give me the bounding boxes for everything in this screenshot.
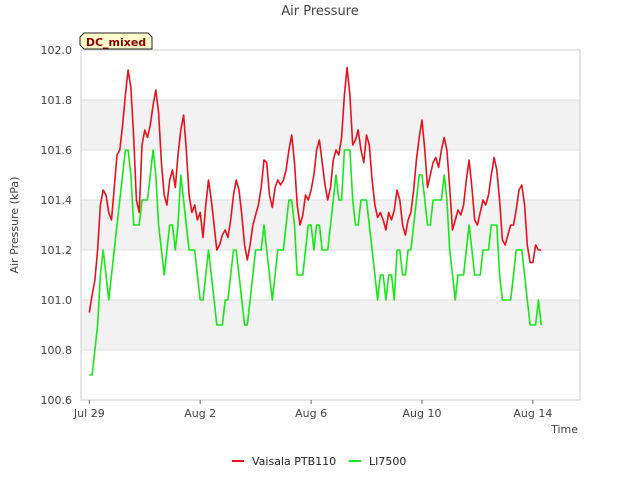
x-tick-label: Aug 2 <box>184 407 216 420</box>
y-tick-label: 100.8 <box>41 344 73 357</box>
y-tick-label: 102.0 <box>41 44 73 57</box>
x-axis-label: Time <box>550 423 578 436</box>
y-tick-label: 101.4 <box>41 194 73 207</box>
chart-title: Air Pressure <box>281 4 359 19</box>
plot-frame <box>80 49 581 401</box>
series-line-vaisala <box>88 66 542 313</box>
y-tick-label: 101.6 <box>41 144 73 157</box>
x-axis-ticks: Jul 29 Aug 2 Aug 6 Aug 10 Aug 14 <box>73 400 552 420</box>
x-tick-label: Aug 6 <box>295 407 327 420</box>
y-tick-label: 100.6 <box>41 394 73 407</box>
annotation-label: DC_mixed <box>86 36 146 49</box>
series-line-li7500 <box>89 149 542 376</box>
annotation-box <box>79 32 153 50</box>
x-tick-label: Jul 29 <box>73 407 105 420</box>
series-lines <box>88 66 542 376</box>
legend: Vaisala PTB110 LI7500 <box>232 455 406 468</box>
dc-mixed-annotation: DC_mixed <box>79 32 153 50</box>
x-tick-label: Aug 10 <box>402 407 441 420</box>
y-axis-ticks: 100.6 100.8 101.0 101.2 101.4 101.6 101.8 102.0 <box>41 44 73 407</box>
legend-label-vaisala: Vaisala PTB110 <box>252 455 336 468</box>
y-tick-label: 101.8 <box>41 94 73 107</box>
y-tick-label: 101.2 <box>41 244 73 257</box>
y-tick-label: 101.0 <box>41 294 73 307</box>
legend-label-li7500: LI7500 <box>369 455 406 468</box>
background-band <box>81 100 580 150</box>
x-tick-label: Aug 14 <box>513 407 552 420</box>
background-band <box>81 300 580 350</box>
y-axis-label: Air Pressure (kPa) <box>8 177 21 274</box>
